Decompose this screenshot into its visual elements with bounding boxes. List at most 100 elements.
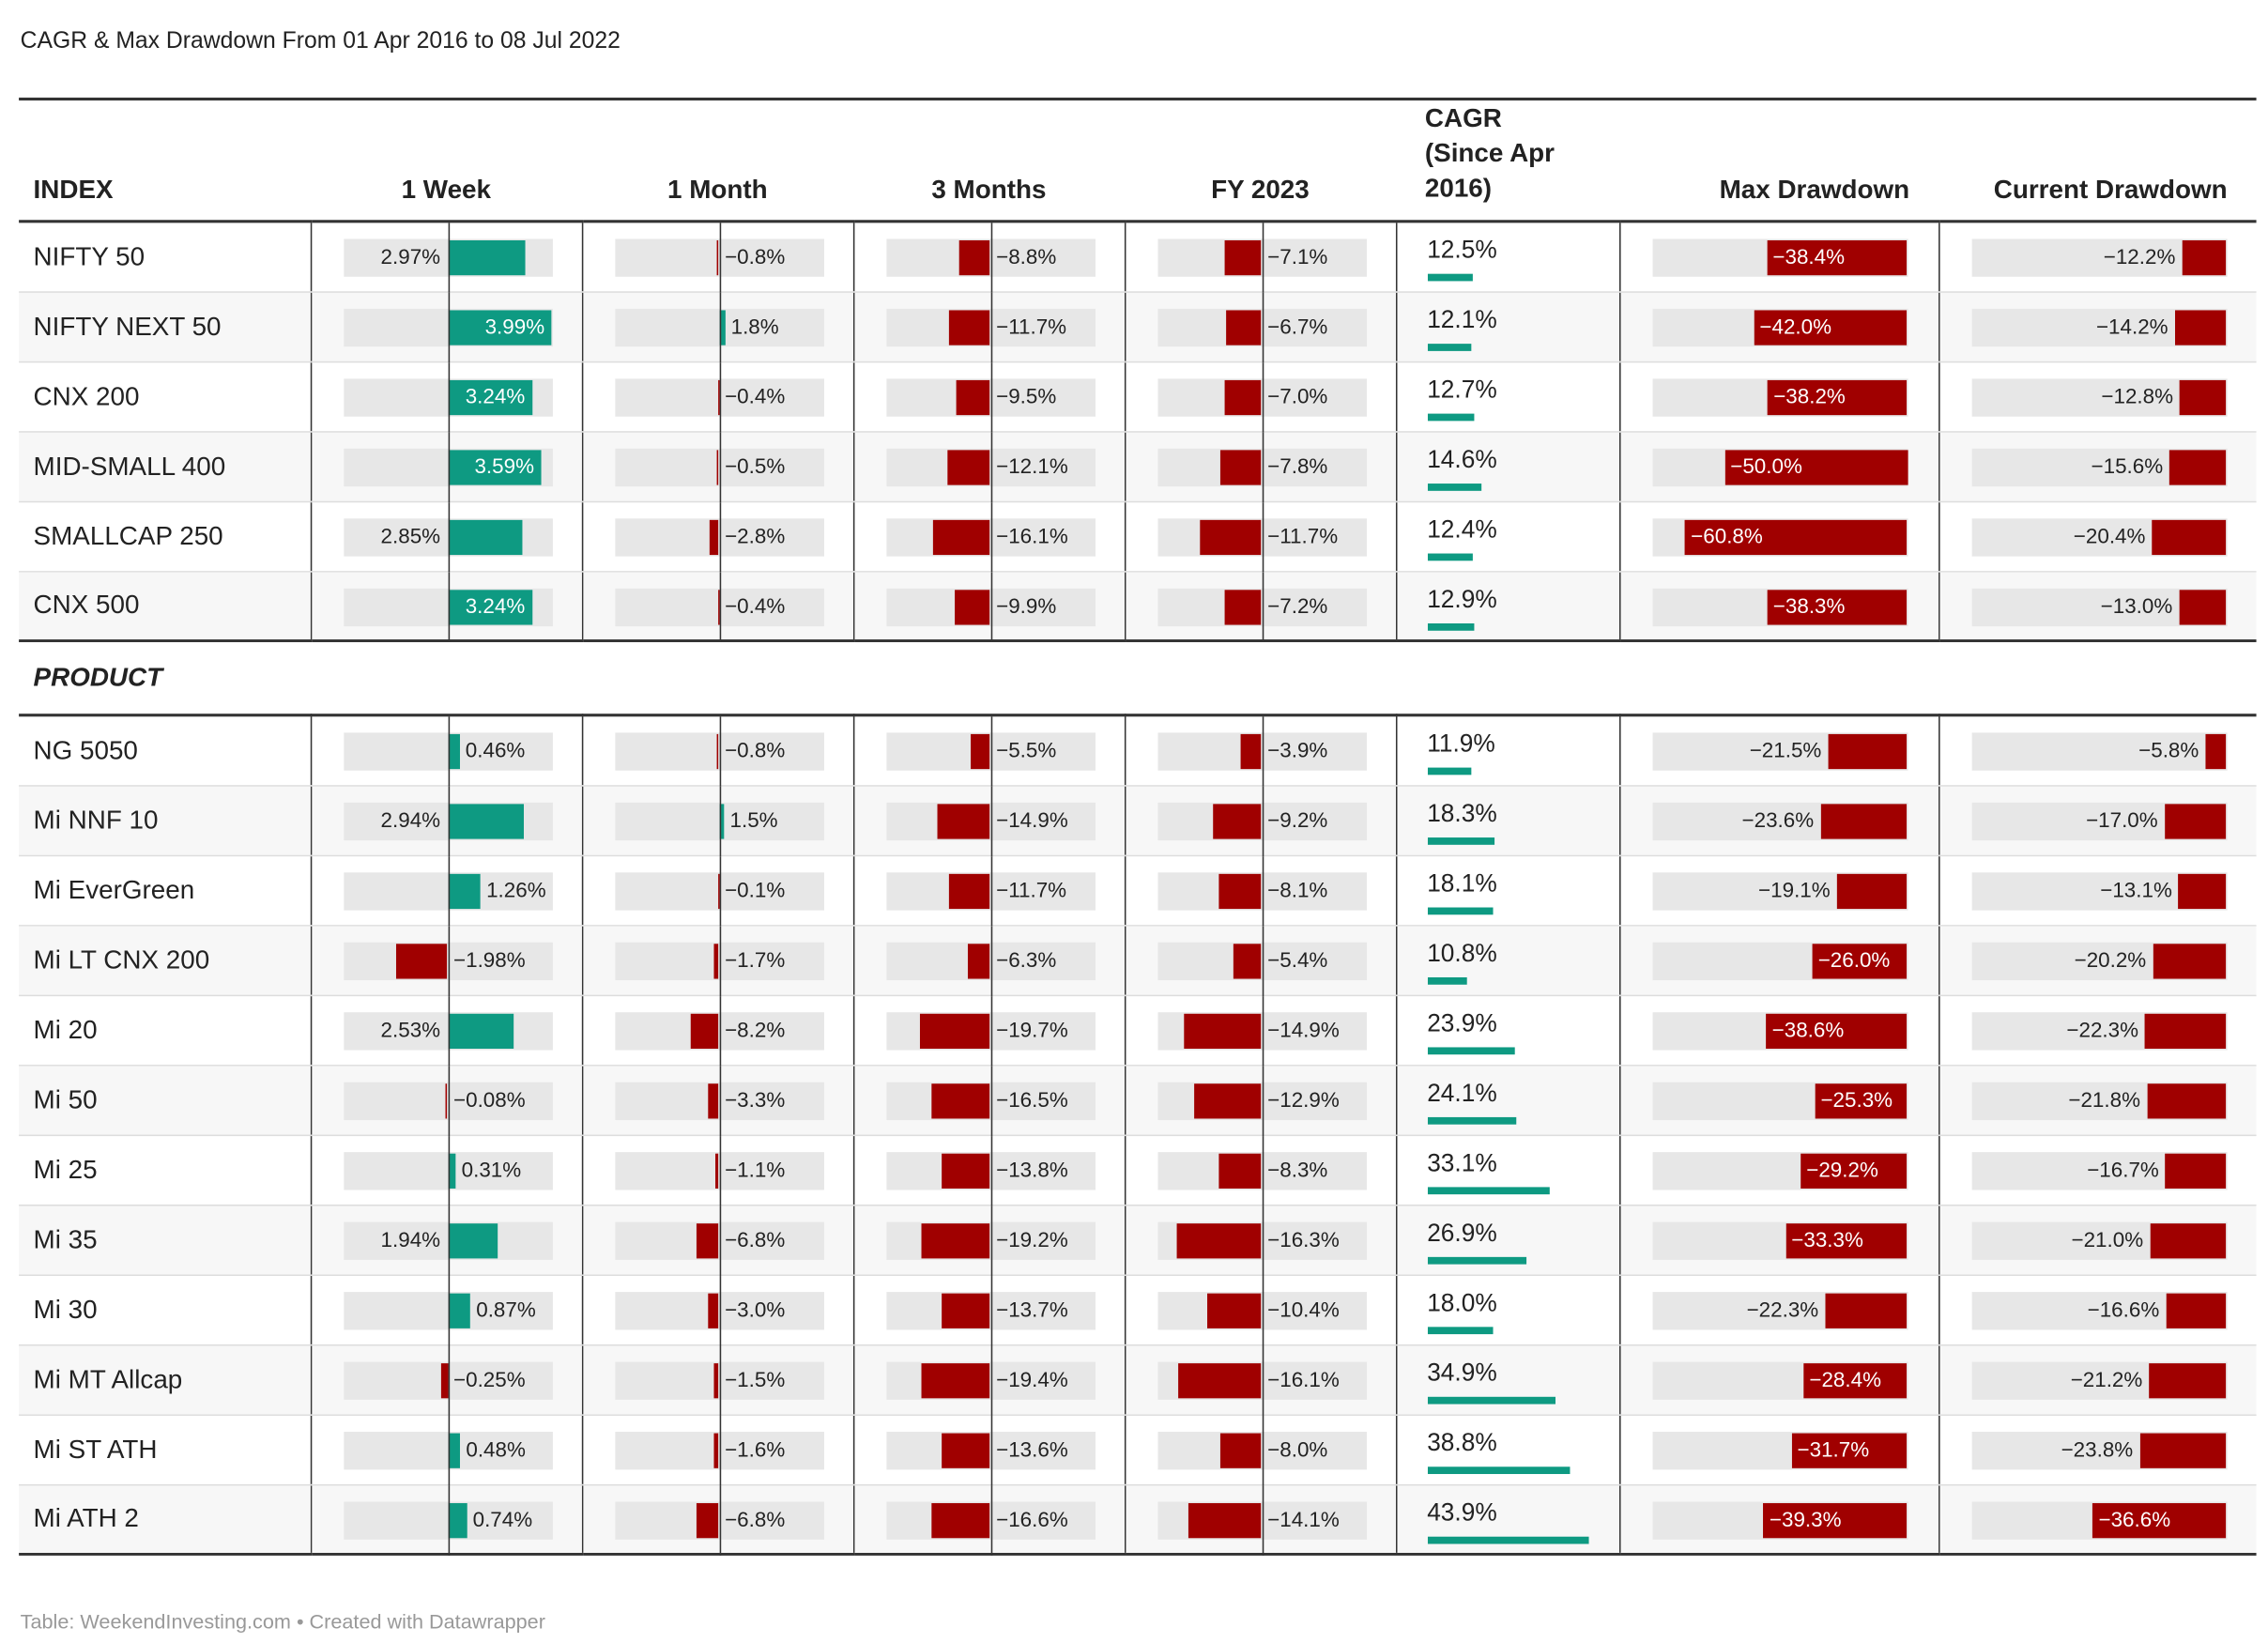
cagr-value: 26.9% xyxy=(1427,1218,1497,1247)
cagr-bar xyxy=(1427,1186,1550,1194)
chart-title: CAGR & Max Drawdown From 01 Apr 2016 to … xyxy=(20,29,621,54)
cagr-value: 10.8% xyxy=(1427,938,1497,967)
zero-line xyxy=(1261,1484,1264,1556)
cagr-bar xyxy=(1427,273,1474,282)
value-label: −6.7% xyxy=(1267,315,1328,339)
zero-line xyxy=(1261,785,1264,856)
table-row[interactable]: Mi ATH 2 0.74% −6.8% −16.6% −14.1% 43.9% −39.3… xyxy=(19,1483,2257,1556)
cell-max-drawdown: −50.0% xyxy=(1618,431,1939,502)
drawdown-label: −26.0% xyxy=(1817,948,1891,973)
col-header-1-month[interactable]: 1 Month xyxy=(581,100,853,223)
cell-max-drawdown: −33.3% xyxy=(1618,1205,1939,1276)
drawdown-label: −13.0% xyxy=(2100,594,2173,619)
cagr-value: 18.0% xyxy=(1427,1288,1497,1316)
drawdown-bar xyxy=(2153,943,2227,978)
table-row[interactable]: Mi EverGreen 1.26% −0.1% −11.7% −8.1% 18.1% −1… xyxy=(19,854,2257,926)
value-label: −0.8% xyxy=(725,740,786,763)
col-header-index[interactable]: INDEX xyxy=(19,100,311,223)
cell-max-drawdown: −31.7% xyxy=(1618,1414,1939,1485)
zero-line xyxy=(989,925,993,996)
drawdown-bar xyxy=(1763,1502,1908,1538)
table-row[interactable]: Mi ST ATH 0.48% −1.6% −13.6% −8.0% 38.8% −31.7… xyxy=(19,1414,2257,1485)
table-row[interactable]: Mi 50 −0.08% −3.3% −16.5% −12.9% 24.1% −25.3% −… xyxy=(19,1065,2257,1136)
value-label: 3.59% xyxy=(474,454,535,479)
col-header-cagr[interactable]: CAGR (Since Apr 2016) xyxy=(1395,100,1620,223)
value-label: −0.4% xyxy=(725,385,786,409)
table-row[interactable]: NIFTY NEXT 50 3.99% 1.8% −11.7% −6.7% 12.1% −4… xyxy=(19,291,2257,362)
value-label: −8.3% xyxy=(1267,1159,1328,1182)
col-header-fy-2023[interactable]: FY 2023 xyxy=(1124,100,1396,223)
table-row[interactable]: Mi 30 0.87% −3.0% −13.7% −10.4% 18.0% −22.3% −1… xyxy=(19,1274,2257,1345)
table-row[interactable]: Mi 35 1.94% −6.8% −19.2% −16.3% 26.9% −33.3% −2… xyxy=(19,1205,2257,1276)
value-label: −0.25% xyxy=(453,1368,526,1392)
cell-cagr: 26.9% xyxy=(1395,1205,1620,1276)
col-header-1-week[interactable]: 1 Week xyxy=(310,100,582,223)
drawdown-bar xyxy=(1812,943,1908,978)
drawdown-bar xyxy=(1754,309,1908,345)
drawdown-bar xyxy=(2178,873,2227,909)
value-label: −11.7% xyxy=(996,315,1067,339)
value-bar xyxy=(1233,943,1262,978)
cell-cagr: 23.9% xyxy=(1395,994,1620,1066)
zero-line xyxy=(989,1415,993,1485)
cagr-value: 12.1% xyxy=(1427,305,1497,333)
value-bar xyxy=(920,1012,990,1049)
cell-1-week: 2.94% xyxy=(310,785,582,856)
table-row[interactable]: Mi MT Allcap −0.25% −1.5% −19.4% −16.1% 34.9%… xyxy=(19,1344,2257,1416)
table-row[interactable]: NG 5050 0.46% −0.8% −5.5% −3.9% 11.9% −21.5% −5… xyxy=(19,714,2257,787)
value-bar xyxy=(718,803,725,838)
value-label: 1.5% xyxy=(729,808,778,833)
zero-line xyxy=(447,571,451,642)
zero-line xyxy=(447,785,451,856)
value-bar xyxy=(1226,309,1262,345)
value-bar xyxy=(447,1222,498,1258)
value-bar xyxy=(1200,519,1262,555)
cell-current-drawdown: −13.0% xyxy=(1938,571,2257,643)
cell-1-month: 1.8% xyxy=(581,291,853,362)
value-bar xyxy=(941,1152,990,1189)
value-label: 2.53% xyxy=(380,1019,441,1043)
cell-cagr: 34.9% xyxy=(1395,1344,1620,1416)
col-header-max-drawdown[interactable]: Max Drawdown xyxy=(1619,100,1939,223)
table-row[interactable]: Mi 25 0.31% −1.1% −13.8% −8.3% 33.1% −29.2% −16… xyxy=(19,1134,2257,1205)
table-row[interactable]: SMALLCAP 250 2.85% −2.8% −16.1% −11.7% 12.4% −… xyxy=(19,500,2257,572)
zero-line xyxy=(1261,1415,1264,1485)
cagr-bar xyxy=(1427,1535,1589,1543)
value-bar xyxy=(440,1362,448,1398)
drawdown-bar xyxy=(1767,239,1908,276)
cagr-value: 12.9% xyxy=(1427,584,1497,613)
table-row[interactable]: NIFTY 50 2.97% −0.8% −8.8% −7.1% 12.5% −38.4% −… xyxy=(19,221,2257,293)
table-row[interactable]: CNX 200 3.24% −0.4% −9.5% −7.0% 12.7% −38.2% −1… xyxy=(19,361,2257,432)
drawdown-label: −38.3% xyxy=(1772,594,1846,619)
table-row[interactable]: CNX 500 3.24% −0.4% −9.9% −7.2% 12.9% −38.3% −1… xyxy=(19,571,2257,643)
cell-cagr: 10.8% xyxy=(1395,925,1620,996)
cagr-bar xyxy=(1427,622,1475,630)
value-label: −0.8% xyxy=(725,246,786,270)
col-header-current-drawdown[interactable]: Current Drawdown xyxy=(1939,100,2257,223)
table-row[interactable]: Mi 20 2.53% −8.2% −19.7% −14.9% 23.9% −38.6% −2… xyxy=(19,994,2257,1066)
drawdown-bar xyxy=(1768,379,1908,415)
table-row[interactable]: Mi NNF 10 2.94% 1.5% −14.9% −9.2% 18.3% −23.6%… xyxy=(19,785,2257,856)
cell-1-week: 1.94% xyxy=(310,1205,582,1276)
value-bar xyxy=(447,379,532,415)
value-label: −16.6% xyxy=(996,1508,1068,1532)
drawdown-bar xyxy=(2165,1152,2227,1189)
table-row[interactable]: Mi LT CNX 200 −1.98% −1.7% −6.3% −5.4% 10.8% −… xyxy=(19,925,2257,996)
value-label: −8.1% xyxy=(1267,879,1328,903)
table-row[interactable]: MID-SMALL 400 3.59% −0.5% −12.1% −7.8% 14.6% −… xyxy=(19,431,2257,502)
value-label: −5.4% xyxy=(1267,948,1328,973)
drawdown-bar xyxy=(2092,1502,2227,1538)
drawdown-bar xyxy=(2182,239,2227,276)
value-label: −1.6% xyxy=(725,1438,786,1462)
cell-current-drawdown: −22.3% xyxy=(1938,994,2257,1066)
value-label: −5.5% xyxy=(996,740,1057,763)
cell-cagr: 14.6% xyxy=(1395,431,1620,502)
cell-3-months: −8.8% xyxy=(852,221,1125,293)
row-name: NIFTY NEXT 50 xyxy=(19,291,311,362)
cell-fy-2023: −14.9% xyxy=(1124,994,1396,1066)
value-label: −12.9% xyxy=(1267,1088,1340,1113)
value-label: 3.24% xyxy=(465,594,526,619)
cell-current-drawdown: −13.1% xyxy=(1938,854,2257,926)
col-header-3-months[interactable]: 3 Months xyxy=(852,100,1125,223)
value-label: −13.6% xyxy=(996,1438,1068,1462)
